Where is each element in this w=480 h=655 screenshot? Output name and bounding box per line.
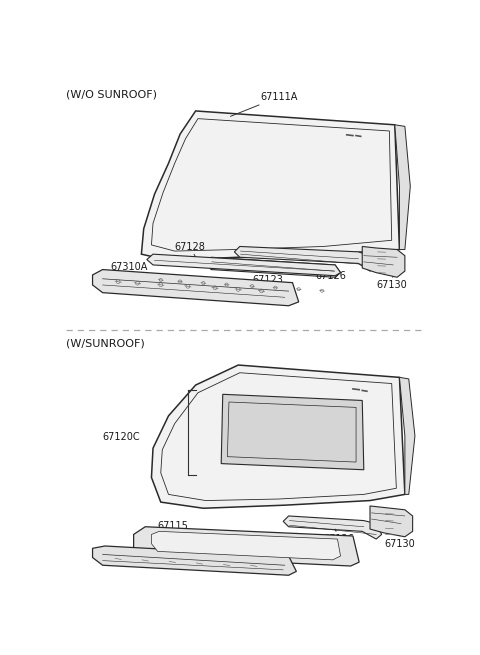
Text: 67130: 67130: [384, 523, 415, 549]
Polygon shape: [399, 377, 415, 495]
Text: 67310A: 67310A: [149, 552, 212, 568]
Text: (W/SUNROOF): (W/SUNROOF): [66, 339, 145, 349]
Polygon shape: [142, 111, 399, 260]
Polygon shape: [221, 394, 364, 470]
Polygon shape: [362, 246, 405, 277]
Polygon shape: [206, 257, 340, 277]
Text: 67120C: 67120C: [103, 432, 140, 441]
Text: 67126: 67126: [316, 265, 347, 281]
Polygon shape: [93, 270, 299, 306]
Text: 67130: 67130: [376, 262, 407, 290]
Text: (W/O SUNROOF): (W/O SUNROOF): [66, 89, 157, 100]
Polygon shape: [152, 531, 340, 560]
Polygon shape: [234, 246, 376, 271]
Text: 67111A: 67111A: [230, 92, 297, 117]
Polygon shape: [370, 506, 413, 536]
Polygon shape: [133, 527, 359, 566]
Polygon shape: [395, 125, 410, 250]
Text: 67123: 67123: [252, 270, 283, 285]
Text: 67128: 67128: [175, 242, 205, 257]
Polygon shape: [152, 365, 405, 508]
Polygon shape: [93, 546, 296, 575]
Polygon shape: [283, 516, 382, 539]
Text: 67126: 67126: [324, 529, 354, 544]
Text: 67310A: 67310A: [110, 261, 149, 276]
Text: 67115: 67115: [157, 521, 188, 534]
Polygon shape: [147, 254, 340, 276]
